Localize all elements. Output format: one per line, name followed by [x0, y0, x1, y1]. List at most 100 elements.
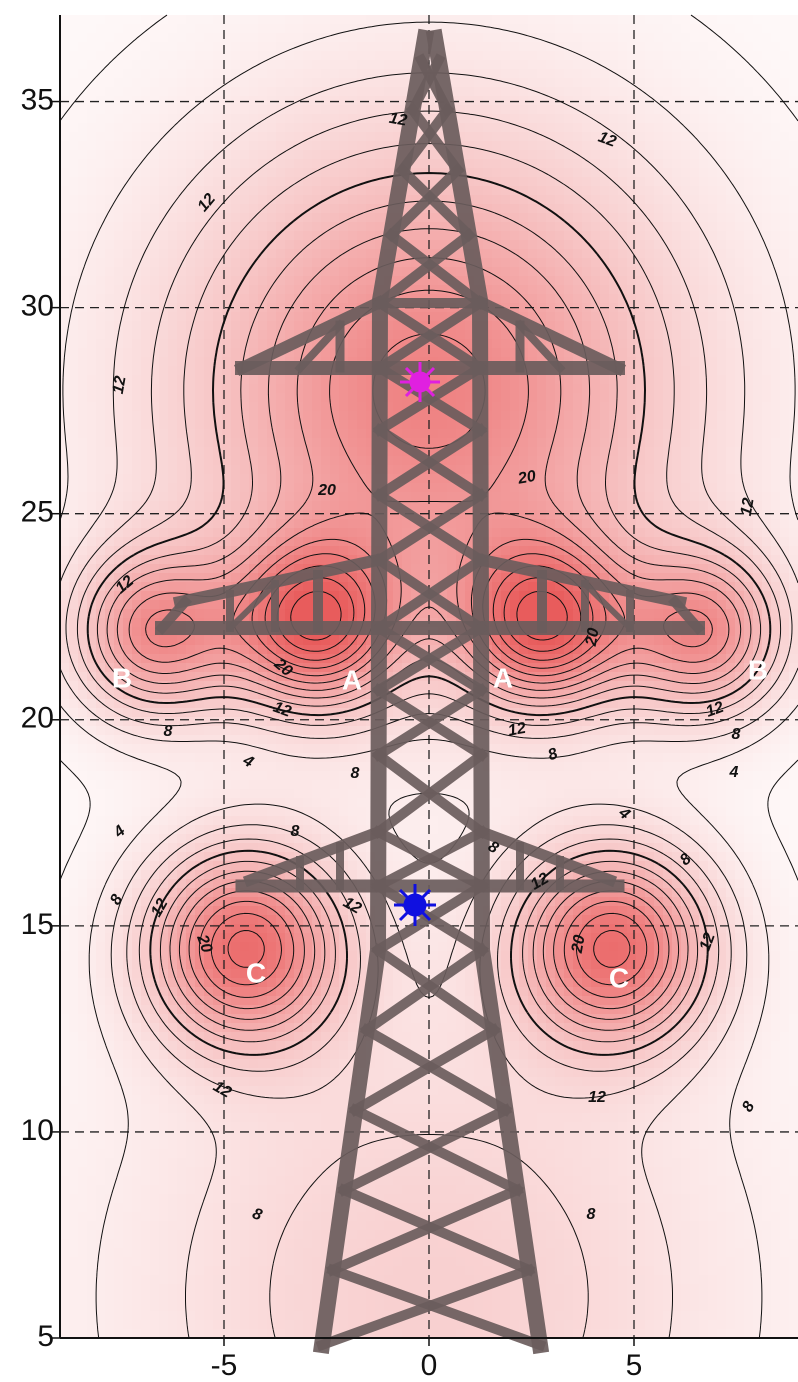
field-cell — [69, 447, 79, 457]
field-cell — [591, 96, 601, 106]
field-cell — [339, 483, 349, 493]
field-cell — [123, 366, 133, 376]
field-cell — [582, 492, 592, 502]
field-cell — [177, 447, 187, 457]
field-cell — [249, 402, 259, 412]
field-cell — [69, 492, 79, 502]
field-cell — [618, 528, 628, 538]
field-cell — [735, 402, 745, 412]
field-cell — [321, 285, 331, 295]
field-cell — [726, 528, 736, 538]
field-cell — [105, 105, 115, 115]
field-cell — [717, 222, 727, 232]
field-cell — [645, 375, 655, 385]
field-cell — [132, 42, 142, 52]
field-cell — [303, 105, 313, 115]
field-cell — [312, 60, 322, 70]
field-cell — [708, 213, 718, 223]
field-cell — [159, 258, 169, 268]
field-cell — [690, 69, 700, 79]
field-cell — [231, 105, 241, 115]
field-cell — [627, 213, 637, 223]
field-cell — [681, 213, 691, 223]
field-cell — [195, 240, 205, 250]
field-cell — [87, 42, 97, 52]
field-cell — [546, 60, 556, 70]
field-cell — [573, 438, 583, 448]
field-cell — [267, 447, 277, 457]
field-cell — [735, 438, 745, 448]
field-cell — [780, 213, 790, 223]
field-cell — [609, 465, 619, 475]
field-cell — [492, 87, 502, 97]
field-cell — [285, 510, 295, 520]
field-cell — [555, 222, 565, 232]
field-cell — [663, 438, 673, 448]
field-cell — [204, 123, 214, 133]
field-cell — [285, 294, 295, 304]
field-cell — [213, 123, 223, 133]
field-cell — [771, 447, 781, 457]
field-cell — [285, 429, 295, 439]
field-cell — [231, 393, 241, 403]
field-cell — [627, 42, 637, 52]
field-cell — [213, 33, 223, 43]
field-cell — [429, 213, 439, 223]
field-cell — [321, 267, 331, 277]
field-cell — [411, 492, 421, 502]
field-cell — [564, 294, 574, 304]
field-cell — [357, 60, 367, 70]
field-cell — [312, 420, 322, 430]
field-cell — [357, 438, 367, 448]
field-cell — [420, 411, 430, 421]
field-cell — [681, 384, 691, 394]
field-cell — [366, 96, 376, 106]
field-cell — [285, 78, 295, 88]
field-cell — [150, 15, 160, 25]
field-cell — [357, 402, 367, 412]
field-cell — [690, 51, 700, 61]
field-cell — [465, 15, 475, 25]
field-cell — [789, 492, 798, 502]
field-cell — [141, 276, 151, 286]
field-cell — [240, 204, 250, 214]
field-cell — [681, 231, 691, 241]
field-cell — [195, 177, 205, 187]
field-cell — [186, 555, 196, 565]
field-cell — [771, 114, 781, 124]
field-cell — [510, 87, 520, 97]
field-cell — [708, 294, 718, 304]
field-cell — [492, 411, 502, 421]
field-cell — [546, 141, 556, 151]
field-cell — [528, 42, 538, 52]
field-cell — [564, 87, 574, 97]
field-cell — [699, 240, 709, 250]
field-cell — [348, 420, 358, 430]
field-cell — [258, 465, 268, 475]
field-cell — [771, 357, 781, 367]
field-cell — [60, 141, 70, 151]
field-cell — [321, 375, 331, 385]
field-cell — [132, 123, 142, 133]
field-cell — [231, 348, 241, 358]
field-cell — [141, 186, 151, 196]
field-cell — [780, 159, 790, 169]
field-cell — [357, 231, 367, 241]
field-cell — [636, 123, 646, 133]
field-cell — [744, 267, 754, 277]
field-cell — [285, 150, 295, 160]
field-cell — [429, 105, 439, 115]
field-cell — [672, 42, 682, 52]
field-cell — [294, 132, 304, 142]
field-cell — [717, 123, 727, 133]
field-cell — [159, 240, 169, 250]
field-cell — [195, 438, 205, 448]
field-cell — [573, 168, 583, 178]
field-cell — [456, 456, 466, 466]
field-cell — [708, 195, 718, 205]
field-cell — [780, 195, 790, 205]
field-cell — [564, 447, 574, 457]
field-cell — [681, 312, 691, 322]
field-cell — [213, 96, 223, 106]
field-cell — [726, 357, 736, 367]
